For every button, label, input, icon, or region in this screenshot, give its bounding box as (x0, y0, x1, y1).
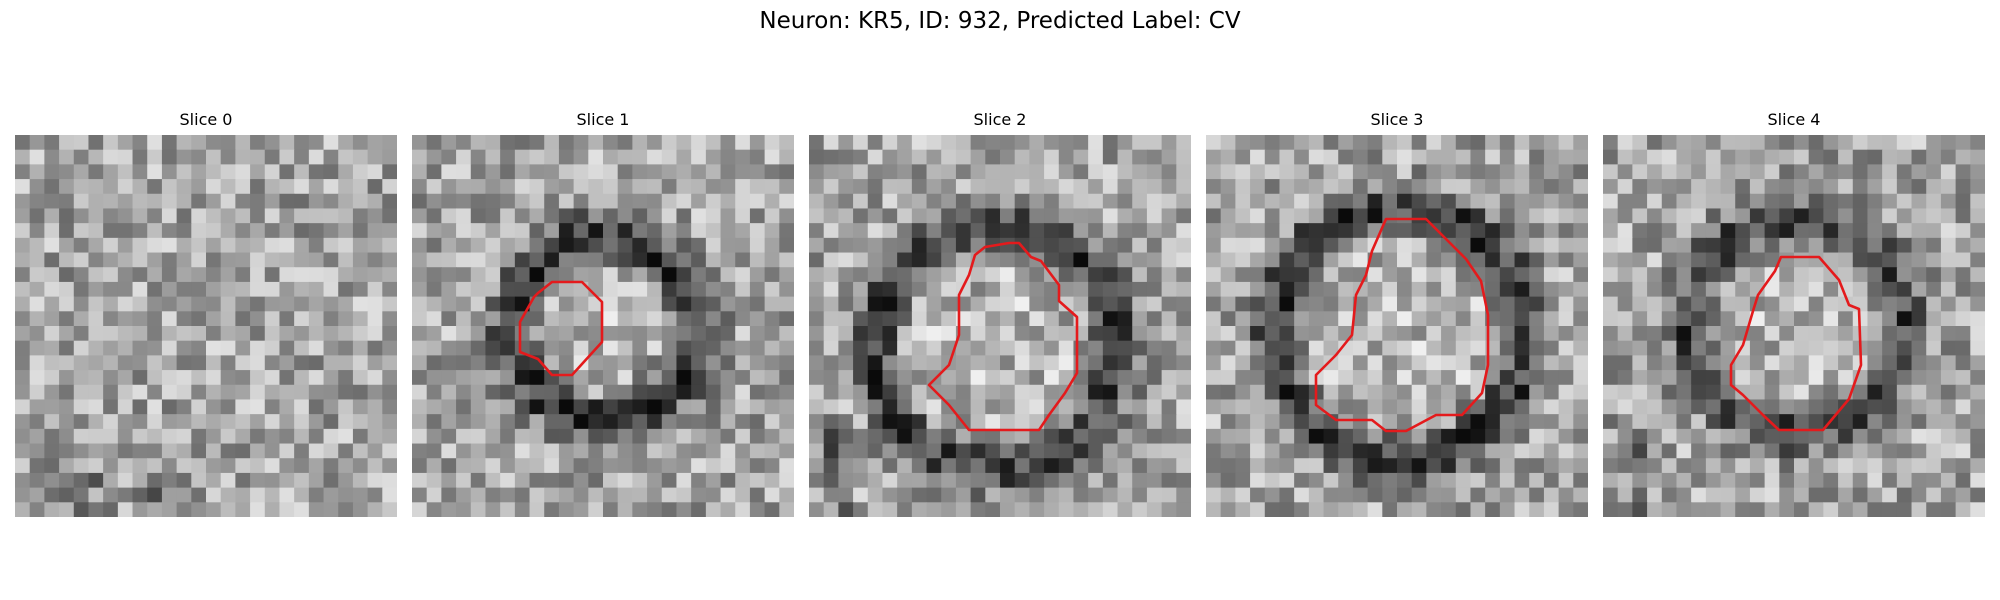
slice-1-image (412, 135, 794, 517)
slice-4-contour (1729, 255, 1863, 432)
figure-title: Neuron: KR5, ID: 932, Predicted Label: C… (759, 8, 1241, 34)
slice-1-title: Slice 1 (576, 110, 630, 129)
slice-3-contour (1314, 217, 1490, 433)
slice-2-contour (927, 241, 1079, 432)
slice-4-title: Slice 4 (1767, 110, 1821, 129)
slice-2-image (809, 135, 1191, 517)
slice-1-contour (518, 280, 604, 377)
slice-0-image (15, 135, 397, 517)
slice-4-image (1603, 135, 1985, 517)
slice-2-title: Slice 2 (973, 110, 1027, 129)
slice-0-title: Slice 0 (179, 110, 233, 129)
slice-3-image (1206, 135, 1588, 517)
slice-3-title: Slice 3 (1370, 110, 1424, 129)
